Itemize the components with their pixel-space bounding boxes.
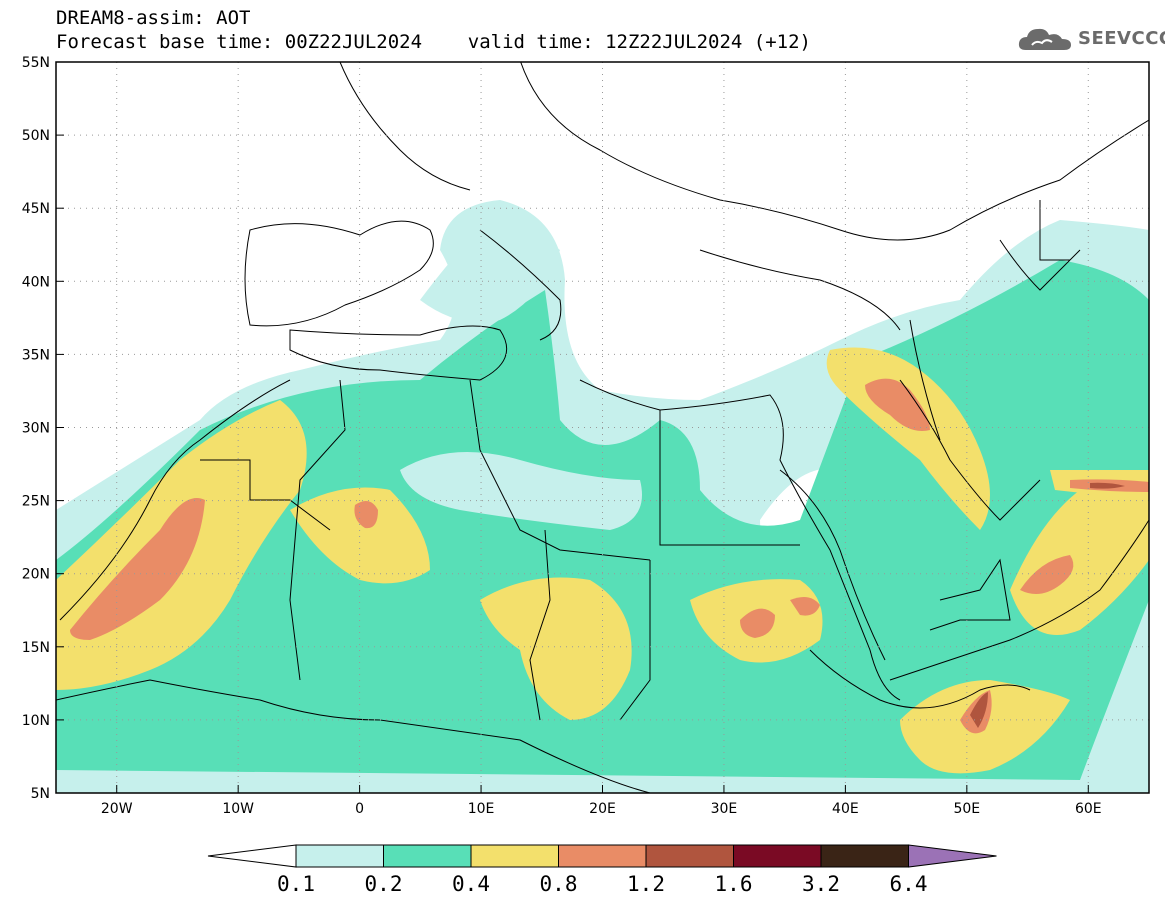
colorbar-label: 0.2 (365, 872, 403, 896)
y-tick-label: 55N (22, 55, 50, 71)
y-tick-label: 10N (22, 713, 50, 729)
x-tick-label: 20W (101, 801, 133, 817)
x-tick-label: 0 (355, 801, 364, 817)
cloud-logo-icon (1018, 28, 1071, 50)
y-tick-label: 15N (22, 640, 50, 656)
y-tick-label: 50N (22, 128, 50, 144)
colorbar-swatch (383, 844, 472, 868)
colorbar-swatch (645, 844, 734, 868)
logo-text: SEEVCCC (1078, 28, 1165, 49)
colorbar-label: 6.4 (890, 872, 928, 896)
y-tick-label: 40N (22, 274, 50, 290)
y-tick-label: 20N (22, 567, 50, 583)
y-tick-label: 45N (22, 201, 50, 217)
seevccc-logo: SEEVCCC (1018, 24, 1165, 54)
colorbar-swatch (295, 844, 384, 868)
colorbar-swatch (733, 844, 822, 868)
coastlines (56, 62, 1149, 793)
colorbar-swatch (820, 844, 909, 868)
x-tick-label: 20E (589, 801, 616, 817)
colorbar-swatch (470, 844, 559, 868)
x-tick-label: 30E (711, 801, 738, 817)
aot-field (56, 62, 1149, 793)
title-line-1: DREAM8-assim: AOT (56, 7, 251, 29)
x-tick-label: 10E (468, 801, 495, 817)
colorbar-label: 0.8 (540, 872, 578, 896)
y-axis: 5N 10N 15N 20N 25N 30N 35N 40N 45N 50N 55N (22, 55, 64, 802)
title-line-2: Forecast base time: 00Z22JUL2024 valid t… (56, 31, 811, 53)
colorbar-label: 0.1 (277, 872, 315, 896)
colorbar-label: 1.6 (715, 872, 753, 896)
colorbar-label: 1.2 (627, 872, 665, 896)
colorbar-under-triangle (207, 844, 297, 868)
colorbar: 0.1 0.2 0.4 0.8 1.2 1.6 3.2 6.4 (207, 844, 997, 896)
x-axis: 20W 10W 0 10E 20E 30E 40E 50E 60E (101, 785, 1102, 817)
grid-lines (56, 62, 1149, 793)
x-tick-label: 10W (222, 801, 254, 817)
x-tick-label: 50E (953, 801, 980, 817)
colorbar-label: 3.2 (802, 872, 840, 896)
colorbar-over-triangle (908, 844, 997, 868)
x-tick-label: 40E (832, 801, 859, 817)
y-tick-label: 25N (22, 494, 50, 510)
y-tick-label: 30N (22, 421, 50, 437)
y-tick-label: 35N (22, 347, 50, 363)
x-tick-label: 60E (1075, 801, 1102, 817)
y-tick-label: 5N (31, 786, 50, 802)
colorbar-label: 0.4 (452, 872, 490, 896)
colorbar-swatch (558, 844, 647, 868)
